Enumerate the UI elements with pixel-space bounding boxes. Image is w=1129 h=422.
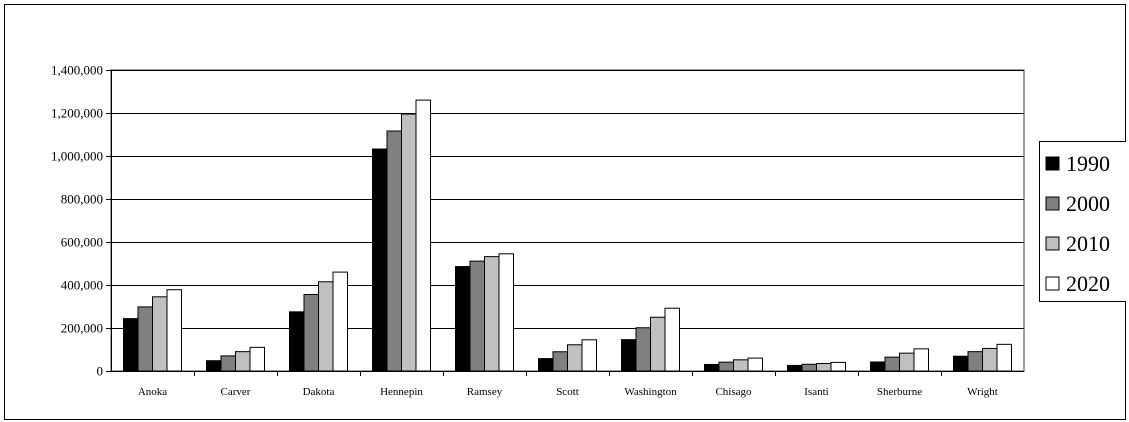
bar-washington-2010 [650, 316, 666, 372]
bar-dakota-1990 [289, 311, 305, 372]
bar-scott-2020 [581, 339, 597, 372]
bar-sherburne-2020 [913, 348, 929, 372]
y-tick-label: 1,400,000 [51, 63, 103, 78]
legend-swatch-2000 [1045, 196, 1060, 211]
bar-scott-2000 [552, 351, 568, 372]
bar-anoka-2020 [166, 289, 182, 372]
x-category-label: Scott [556, 386, 579, 398]
bar-dakota-2000 [303, 293, 319, 372]
legend-label-2020: 2020 [1066, 271, 1110, 296]
x-category-label: Hennepin [380, 386, 423, 398]
bar-chisago-2020 [747, 357, 763, 372]
bar-ramsey-2010 [484, 256, 500, 372]
y-tick-label: 600,000 [61, 235, 103, 250]
bar-dakota-2020 [332, 271, 348, 372]
legend-label-2010: 2010 [1066, 231, 1110, 256]
x-category-label: Dakota [303, 386, 335, 398]
y-tick-label: 800,000 [61, 192, 103, 207]
bar-isanti-2010 [816, 362, 832, 372]
legend-label-2000: 2000 [1066, 191, 1110, 216]
y-tick-labels: 0 200,000 400,000 600,000 800,000 1,000,000 1,… [51, 63, 103, 379]
bar-chisago-1990 [704, 363, 720, 372]
legend-swatch-2020 [1045, 276, 1060, 291]
bar-chisago-2000 [718, 361, 734, 372]
bar-carver-2010 [235, 351, 251, 372]
legend-swatch-1990 [1045, 156, 1060, 171]
bar-dakota-2010 [318, 281, 334, 372]
x-category-label: Chisago [715, 386, 752, 398]
bar-isanti-1990 [787, 364, 803, 372]
y-tick-label: 1,000,000 [51, 149, 103, 164]
bars [123, 99, 1012, 372]
bar-wright-2010 [982, 347, 998, 372]
legend-swatch-2010 [1045, 236, 1060, 251]
bar-anoka-2000 [137, 306, 153, 372]
bar-scott-2010 [567, 344, 583, 372]
bar-isanti-2000 [801, 363, 817, 372]
x-category-label: Anoka [138, 386, 167, 398]
bar-sherburne-1990 [870, 361, 886, 372]
bar-ramsey-2020 [498, 253, 514, 372]
x-category-label: Carver [221, 386, 251, 398]
bar-wright-2000 [967, 351, 983, 372]
y-tick-label: 1,200,000 [51, 106, 103, 121]
x-category-label: Isanti [804, 386, 828, 398]
bar-washington-2000 [635, 327, 651, 372]
bar-chisago-2010 [733, 359, 749, 372]
bar-carver-2020 [249, 346, 265, 372]
legend-label-1990: 1990 [1066, 151, 1110, 176]
bar-hennepin-1990 [372, 148, 388, 372]
bar-wright-2020 [996, 343, 1012, 372]
bar-hennepin-2010 [401, 113, 417, 372]
bar-carver-2000 [220, 355, 236, 372]
bar-chart: 0 200,000 400,000 600,000 800,000 1,000,000 1,… [4, 4, 1126, 420]
bar-scott-1990 [538, 358, 554, 372]
y-tick-label: 0 [97, 364, 104, 379]
x-category-label: Wright [967, 386, 998, 398]
bar-ramsey-2000 [469, 260, 485, 372]
bar-wright-1990 [953, 355, 969, 372]
bar-ramsey-1990 [455, 266, 471, 372]
y-tick-label: 400,000 [61, 278, 103, 293]
bar-washington-2020 [664, 307, 680, 372]
bar-anoka-2010 [152, 296, 168, 372]
bar-isanti-2020 [830, 361, 846, 372]
bar-hennepin-2020 [415, 99, 431, 372]
chart-frame: 0 200,000 400,000 600,000 800,000 1,000,000 1,… [4, 4, 1126, 420]
bar-carver-1990 [206, 360, 222, 372]
axes [106, 70, 1024, 376]
chart-border [4, 4, 1126, 420]
x-category-label: Sherburne [877, 386, 922, 398]
bar-hennepin-2000 [386, 130, 402, 372]
bar-sherburne-2010 [899, 352, 915, 372]
x-category-labels: Anoka Carver Dakota Hennepin Ramsey Scott Wash… [138, 386, 998, 398]
x-category-label: Washington [624, 386, 677, 398]
bar-anoka-1990 [123, 318, 139, 372]
legend: 1990 2000 2010 2020 [1039, 141, 1126, 302]
bar-washington-1990 [621, 339, 637, 372]
x-category-label: Ramsey [467, 386, 503, 398]
y-tick-label: 200,000 [61, 321, 103, 336]
bar-sherburne-2000 [884, 356, 900, 372]
